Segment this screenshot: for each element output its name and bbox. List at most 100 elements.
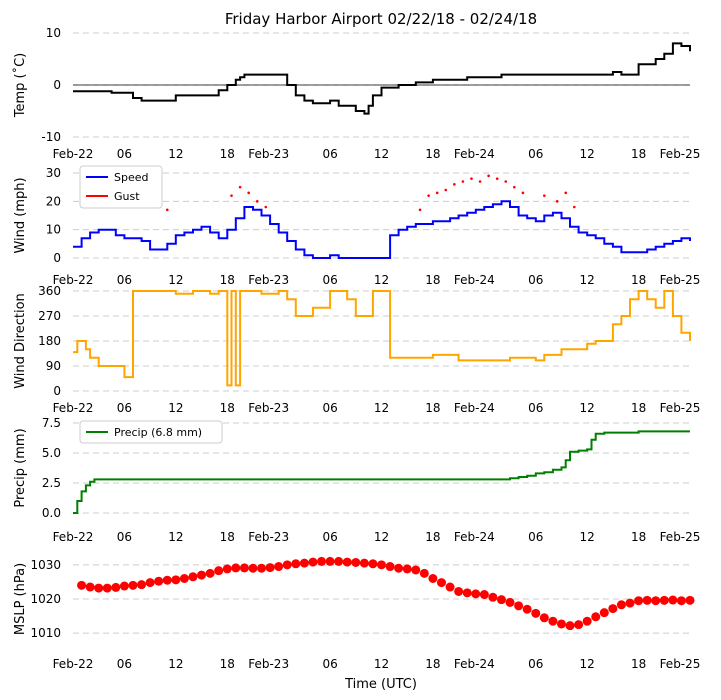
pressure-point bbox=[145, 578, 155, 588]
x-tick-label: 12 bbox=[374, 147, 389, 161]
pressure-point bbox=[368, 559, 378, 569]
pressure-point bbox=[514, 601, 524, 611]
y-tick-label: 180 bbox=[38, 334, 61, 348]
y-tick-label: -10 bbox=[41, 130, 61, 144]
x-tick-label: Feb-23 bbox=[248, 401, 289, 415]
pressure-point bbox=[625, 598, 635, 608]
pressure-point bbox=[488, 592, 498, 602]
speed-line bbox=[73, 200, 691, 259]
x-tick-label: Feb-22 bbox=[53, 401, 94, 415]
y-axis-label: Wind Direction bbox=[13, 293, 28, 389]
pressure-point bbox=[171, 575, 181, 585]
pressure-point bbox=[119, 581, 129, 591]
x-tick-label: 12 bbox=[374, 530, 389, 544]
pressure-point bbox=[342, 557, 352, 567]
pressure-point bbox=[462, 588, 472, 598]
gust-point bbox=[470, 177, 473, 180]
y-tick-label: 0.0 bbox=[42, 506, 61, 520]
pressure-point bbox=[479, 590, 489, 600]
gust-point bbox=[504, 180, 508, 183]
pressure-point bbox=[197, 570, 207, 580]
y-axis-label: MSLP (hPa) bbox=[13, 563, 28, 635]
pressure-point bbox=[668, 595, 678, 605]
x-tick-label: 06 bbox=[322, 273, 337, 287]
pressure-point bbox=[282, 560, 292, 570]
pressure-point bbox=[496, 595, 506, 605]
x-tick-label: Feb-23 bbox=[248, 657, 289, 671]
legend-label: Speed bbox=[114, 171, 148, 184]
x-tick-label: 12 bbox=[168, 273, 183, 287]
x-tick-label: Feb-22 bbox=[53, 273, 94, 287]
pressure-point bbox=[154, 576, 164, 586]
pressure-point bbox=[377, 560, 386, 570]
x-tick-label: 06 bbox=[117, 273, 132, 287]
x-tick-label: 18 bbox=[631, 657, 646, 671]
pressure-point bbox=[162, 575, 172, 585]
series-2-line bbox=[73, 290, 691, 387]
y-tick-label: 20 bbox=[46, 194, 61, 208]
pressure-point bbox=[651, 596, 661, 606]
x-tick-label: Feb-24 bbox=[454, 657, 495, 671]
pressure-point bbox=[428, 574, 438, 583]
y-tick-label: 5.0 bbox=[42, 446, 61, 460]
x-tick-label: 12 bbox=[580, 273, 595, 287]
gust-point bbox=[264, 205, 268, 209]
legend-label: Precip (6.8 mm) bbox=[114, 426, 202, 439]
y-tick-label: 0 bbox=[53, 78, 61, 92]
gust-point bbox=[453, 183, 456, 186]
gust-point bbox=[255, 200, 259, 203]
precip-line bbox=[73, 430, 690, 514]
x-tick-label: 18 bbox=[425, 147, 440, 161]
legend-box bbox=[79, 420, 223, 444]
pressure-point bbox=[659, 595, 669, 605]
y-tick-label: 270 bbox=[38, 309, 61, 323]
x-tick-label: 12 bbox=[374, 657, 389, 671]
pressure-point bbox=[685, 595, 695, 605]
gust-point bbox=[555, 200, 559, 203]
y-tick-label: 30 bbox=[46, 166, 61, 180]
x-tick-label: 06 bbox=[322, 147, 337, 161]
x-tick-label: Feb-25 bbox=[660, 530, 701, 544]
pressure-point bbox=[505, 597, 515, 607]
gust-point bbox=[495, 177, 499, 180]
gust-point bbox=[478, 180, 482, 183]
x-tick-label: 06 bbox=[322, 401, 337, 415]
x-tick-label: Feb-24 bbox=[454, 147, 495, 161]
x-tick-label: 12 bbox=[374, 273, 389, 287]
x-tick-label: Feb-24 bbox=[454, 530, 495, 544]
pressure-point bbox=[359, 558, 369, 568]
pressure-point bbox=[565, 621, 575, 631]
y-tick-label: 360 bbox=[38, 284, 61, 298]
pressure-point bbox=[634, 596, 644, 606]
pressure-point bbox=[205, 568, 215, 578]
x-tick-label: 18 bbox=[425, 401, 440, 415]
x-tick-label: 12 bbox=[168, 657, 183, 671]
x-tick-label: 18 bbox=[631, 273, 646, 287]
x-tick-label: 12 bbox=[580, 401, 595, 415]
pressure-point bbox=[385, 562, 395, 572]
pressure-point bbox=[394, 563, 404, 573]
pressure-point bbox=[471, 589, 481, 599]
x-tick-label: Feb-25 bbox=[660, 147, 701, 161]
pressure-point bbox=[214, 566, 224, 576]
series-0-line bbox=[73, 42, 691, 115]
wind-direction-panel: 0 90 180 270 360 Wind Direction Feb-22 06 12 18 Fe… bbox=[13, 284, 700, 415]
x-tick-label: 12 bbox=[168, 147, 183, 161]
x-tick-label: Feb-22 bbox=[53, 530, 94, 544]
x-tick-label: 06 bbox=[528, 530, 543, 544]
pressure-point bbox=[436, 578, 446, 588]
y-tick-label: 10 bbox=[46, 26, 61, 40]
x-tick-label: 18 bbox=[220, 657, 235, 671]
pressure-point bbox=[299, 558, 309, 568]
x-tick-label: 18 bbox=[220, 530, 235, 544]
pressure-point bbox=[419, 568, 429, 578]
gust-point bbox=[165, 208, 169, 212]
x-tick-label: 06 bbox=[117, 401, 132, 415]
y-tick-label: 1030 bbox=[30, 558, 61, 572]
pressure-point bbox=[402, 564, 412, 574]
pressure-point bbox=[291, 559, 301, 569]
x-tick-label: 12 bbox=[374, 401, 389, 415]
pressure-point bbox=[102, 583, 112, 593]
x-tick-label: Feb-22 bbox=[53, 147, 94, 161]
